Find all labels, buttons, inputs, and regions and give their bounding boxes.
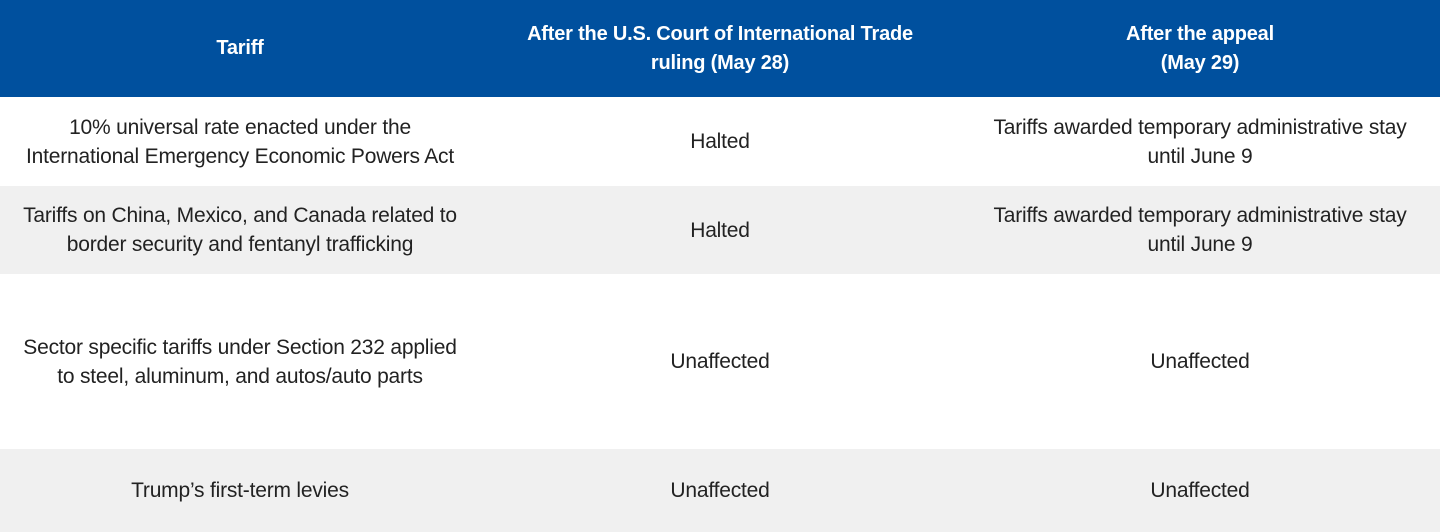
- table-cell: Halted: [480, 186, 960, 274]
- cell-text: Unaffected: [670, 479, 770, 502]
- cell-text: Sector specific tariffs under Section 23…: [23, 335, 457, 359]
- table-row: Trump’s first-term levies Unaffected Unaff…: [0, 449, 1440, 532]
- table-cell: Halted: [480, 97, 960, 186]
- table-row: 10% universal rate enacted under the Inte…: [0, 97, 1440, 186]
- cell-text: ruling (May 28): [650, 51, 790, 74]
- cell-text: to steel, aluminum, and autos/auto parts: [57, 364, 423, 388]
- cell-text: border security and fentanyl trafficking: [66, 233, 414, 256]
- cell-text: Tariffs awarded temporary administrative…: [993, 115, 1407, 139]
- cell-text: After the appeal: [1126, 22, 1274, 45]
- cell-text: until June 9: [1147, 233, 1253, 256]
- table-cell: Tariffs on China, Mexico, and Canada rel…: [0, 186, 480, 274]
- table-cell: Tariffs awarded temporary administrative…: [960, 186, 1440, 274]
- table-cell: 10% universal rate enacted under the Inte…: [0, 97, 480, 186]
- table-cell: Sector specific tariffs under Section 23…: [0, 274, 480, 449]
- table-cell: Unaffected: [960, 274, 1440, 449]
- table-cell: Unaffected: [480, 449, 960, 532]
- cell-text: 10% universal rate enacted under the: [69, 115, 411, 139]
- table-cell: Unaffected: [480, 274, 960, 449]
- cell-text: International Emergency Economic Powers …: [26, 144, 454, 168]
- table-row: Tariffs on China, Mexico, and Canada rel…: [0, 186, 1440, 274]
- table-cell: Trump’s first-term levies: [0, 449, 480, 532]
- header-cell: After the appeal (May 29): [960, 0, 1440, 97]
- cell-text: Trump’s first-term levies: [131, 479, 349, 502]
- table-cell: Tariffs awarded temporary administrative…: [960, 97, 1440, 186]
- cell-text: Unaffected: [1150, 479, 1250, 502]
- table-row: Sector specific tariffs under Section 23…: [0, 274, 1440, 449]
- cell-text: Halted: [690, 130, 750, 153]
- header-row: Tariff After the U.S. Court of Internatio…: [0, 0, 1440, 97]
- cell-text: Unaffected: [670, 350, 770, 373]
- cell-text: Tariffs on China, Mexico, and Canada rel…: [23, 204, 457, 227]
- cell-text: After the U.S. Court of International Tr…: [527, 22, 913, 45]
- cell-text: until June 9: [1147, 144, 1253, 168]
- table-cell: Unaffected: [960, 449, 1440, 532]
- header-cell: After the U.S. Court of International Tr…: [480, 0, 960, 97]
- cell-text: Tariff: [216, 37, 264, 59]
- cell-text: Unaffected: [1150, 350, 1250, 373]
- cell-text: (May 29): [1160, 51, 1240, 74]
- cell-text: Halted: [690, 218, 750, 242]
- cell-text: Tariffs awarded temporary administrative…: [993, 204, 1407, 227]
- header-cell: Tariff: [0, 0, 480, 97]
